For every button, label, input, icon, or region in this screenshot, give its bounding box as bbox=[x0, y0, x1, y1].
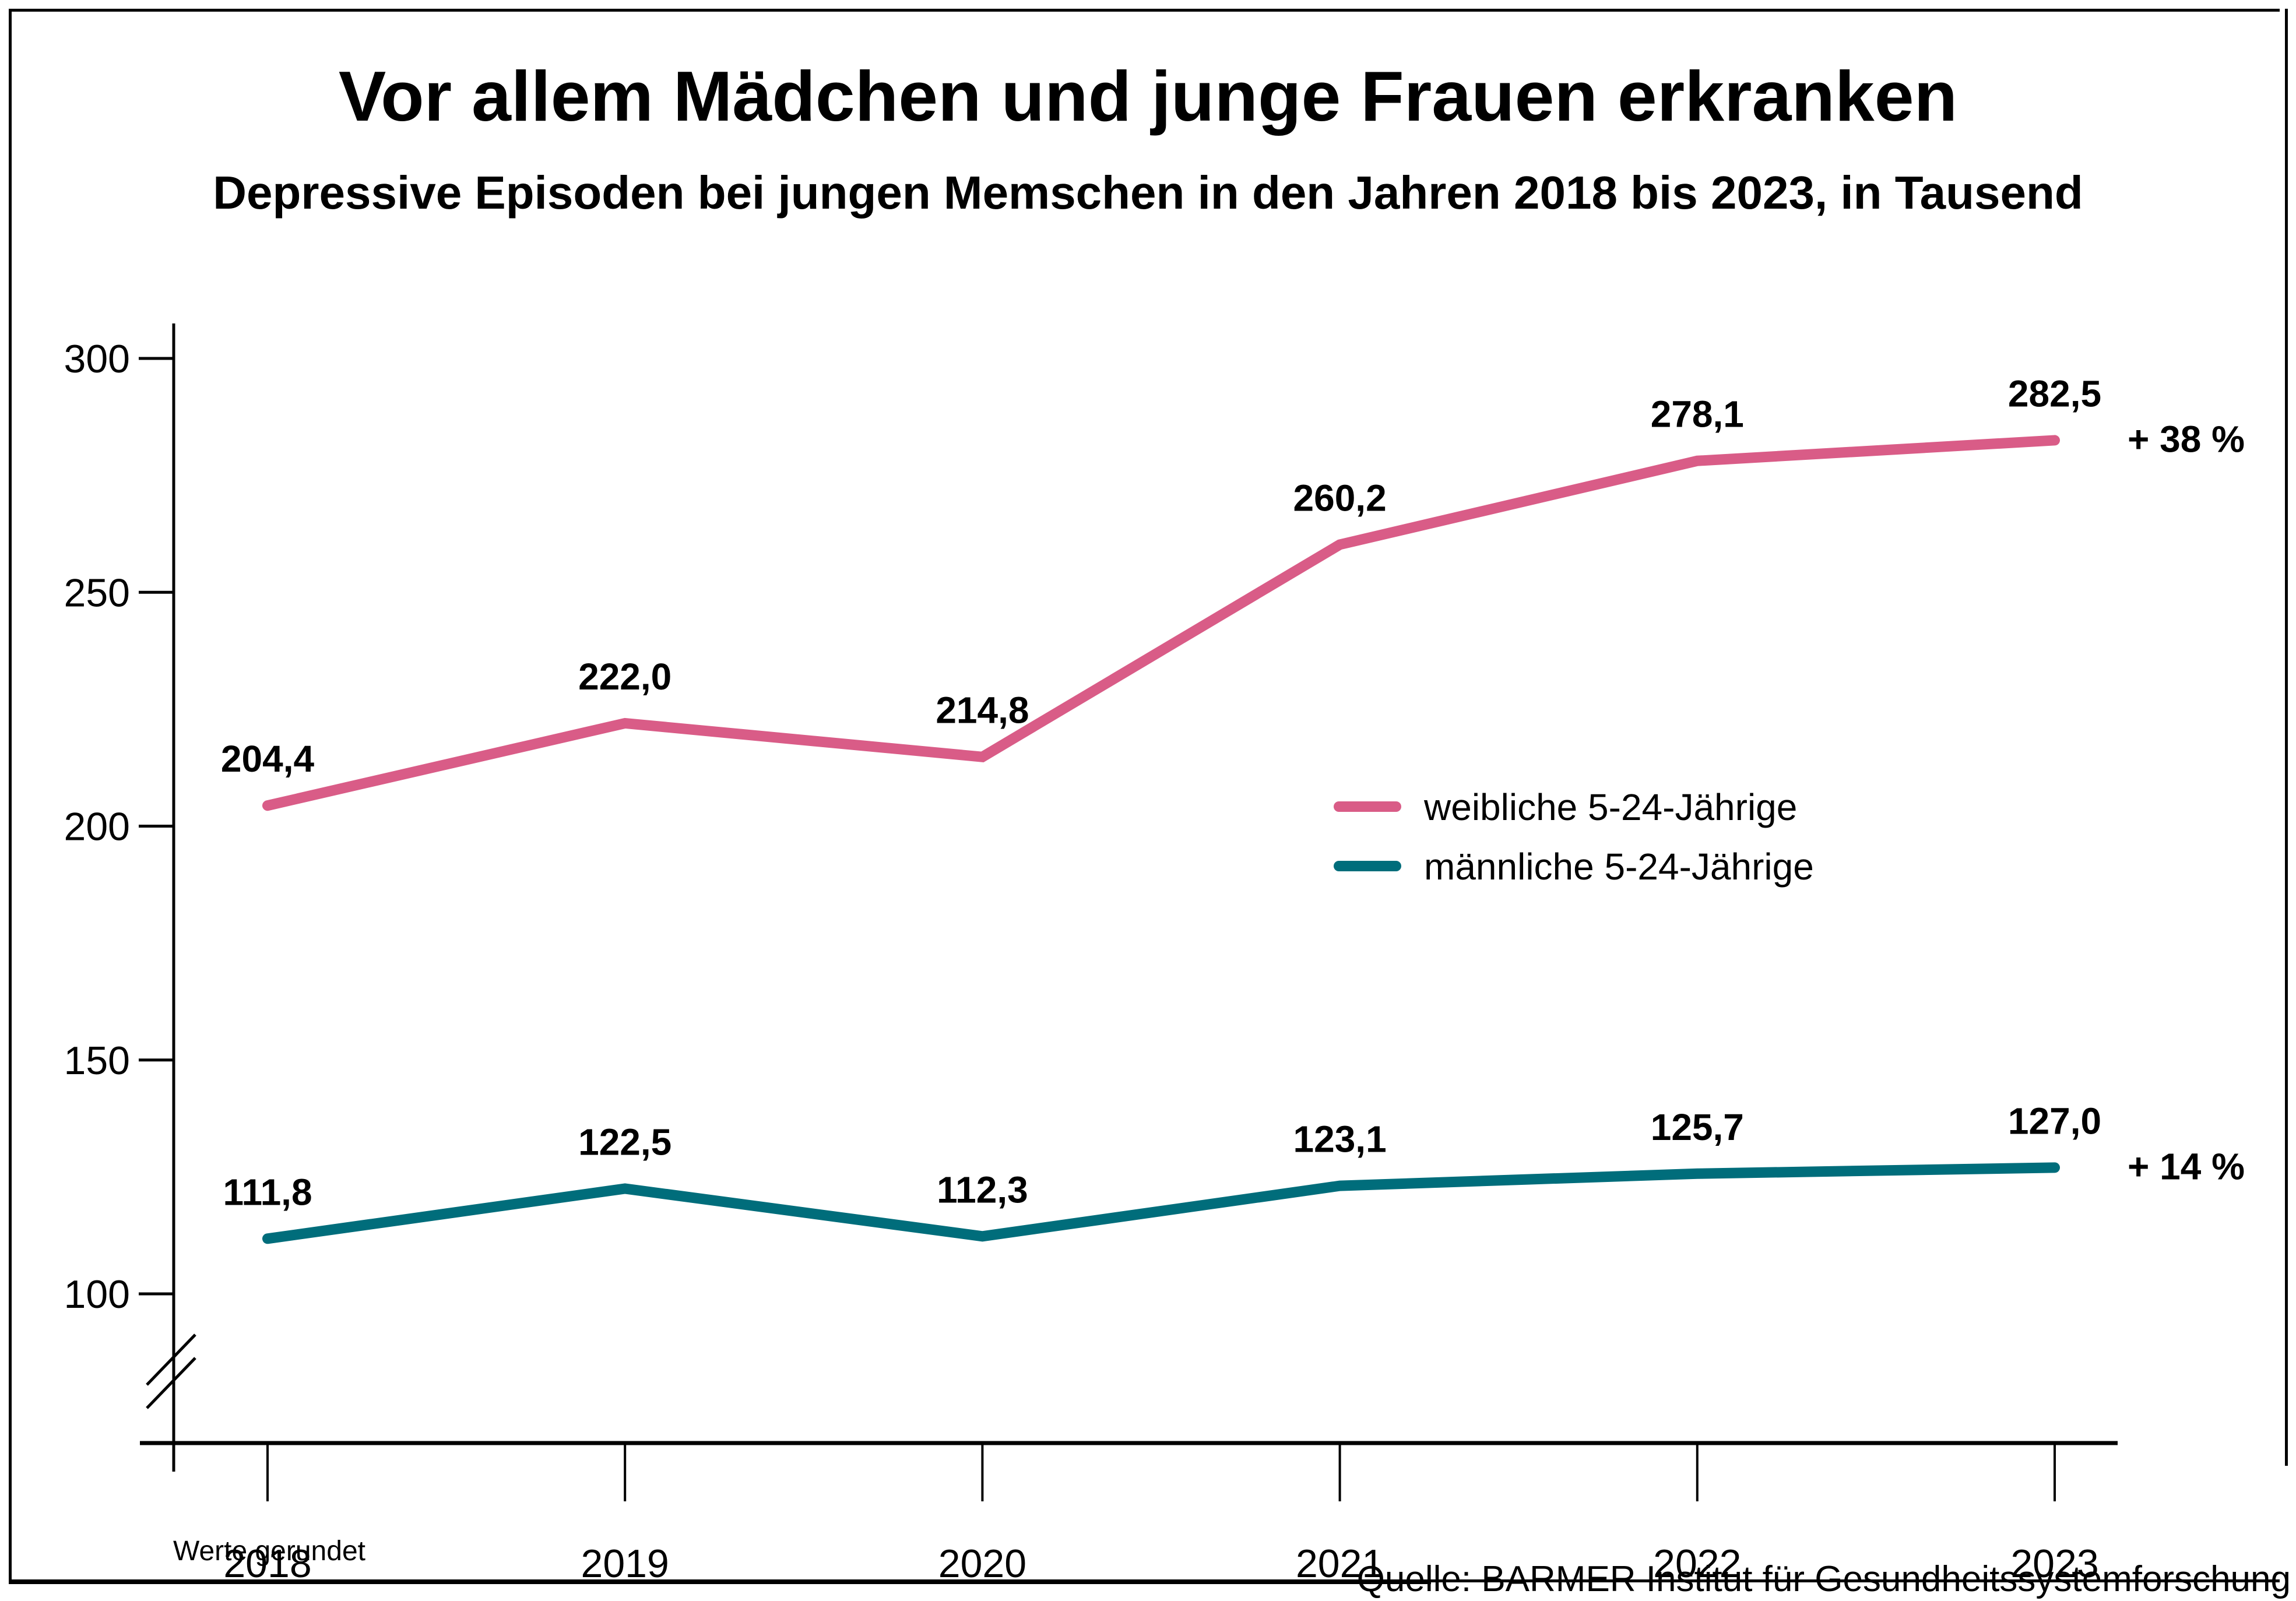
x-tick-label: 2019 bbox=[581, 1542, 669, 1586]
legend: weibliche 5-24-Jährige männliche 5-24-Jäh… bbox=[1334, 786, 1814, 888]
change-label: + 14 % bbox=[2128, 1145, 2245, 1187]
axes: 100 150 200 250 300 2018 2019 2020 2021 2022 2023 bbox=[64, 323, 2118, 1586]
legend-label: weibliche 5-24-Jährige bbox=[1423, 786, 1797, 828]
legend-label: männliche 5-24-Jährige bbox=[1424, 846, 1814, 888]
series-line-female bbox=[262, 435, 2060, 811]
change-label: + 38 % bbox=[2128, 418, 2245, 460]
y-tick-label: 100 bbox=[64, 1272, 130, 1317]
data-label: 123,1 bbox=[1293, 1118, 1387, 1160]
x-tick-label: 2020 bbox=[938, 1542, 1026, 1586]
y-tick-label: 150 bbox=[64, 1039, 130, 1083]
data-label: 127,0 bbox=[2008, 1100, 2101, 1142]
frame-bottom-border bbox=[9, 1581, 1431, 1584]
footnote: Werte gerundet bbox=[173, 1536, 365, 1567]
data-label: 282,5 bbox=[2008, 372, 2101, 414]
x-tick-label: 2018 bbox=[223, 1542, 311, 1586]
x-tick-label: 2022 bbox=[1653, 1542, 1741, 1586]
chart-title: Vor allem Mädchen und junge Frauen erkra… bbox=[338, 57, 1958, 136]
data-label: 122,5 bbox=[578, 1121, 671, 1163]
axis-break-mark bbox=[146, 1333, 196, 1386]
series-line-male bbox=[262, 1162, 2060, 1244]
x-tick-label: 2021 bbox=[1296, 1542, 1384, 1586]
notes-layer: Werte gerundet Quelle: BARMER Institut fü… bbox=[173, 1536, 2291, 1599]
axis-break-mark bbox=[146, 1357, 196, 1409]
data-label: 222,0 bbox=[578, 656, 671, 698]
chart-subtitle: Depressive Episoden bei jungen Memschen … bbox=[213, 167, 2083, 219]
data-label: 112,3 bbox=[937, 1169, 1028, 1211]
data-label: 111,8 bbox=[223, 1171, 312, 1213]
data-label: 125,7 bbox=[1651, 1106, 1744, 1148]
y-tick-label: 300 bbox=[64, 337, 130, 381]
series-layer bbox=[262, 435, 2060, 1244]
y-tick-label: 250 bbox=[64, 571, 130, 615]
x-tick-label: 2023 bbox=[2010, 1542, 2098, 1586]
frame-right-border bbox=[2285, 9, 2288, 1466]
data-label: 278,1 bbox=[1651, 393, 1744, 435]
data-label: 260,2 bbox=[1293, 477, 1387, 519]
y-tick-label: 200 bbox=[64, 805, 130, 849]
data-labels-layer: 204,4 222,0 214,8 260,2 278,1 282,5 + 38 % 111,… bbox=[221, 372, 2245, 1213]
data-label: 204,4 bbox=[221, 738, 315, 780]
data-label: 214,8 bbox=[936, 689, 1029, 731]
source-label: Quelle: BARMER Institut für Gesundheitss… bbox=[1357, 1559, 2291, 1599]
